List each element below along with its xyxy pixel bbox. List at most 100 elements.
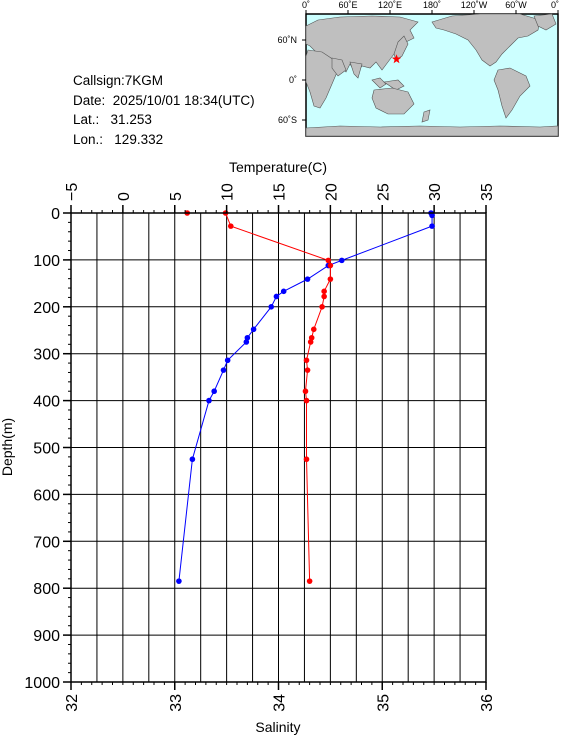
land-greenland bbox=[533, 13, 557, 31]
map-lon-label: 0˚ bbox=[302, 0, 310, 10]
temperature-tick-label: 0 bbox=[116, 192, 133, 201]
map-lon-label: 120˚E bbox=[378, 0, 402, 10]
land-new-zealand bbox=[421, 109, 431, 123]
temperature-line bbox=[178, 212, 433, 582]
map-lat-label: 60˚N bbox=[277, 35, 297, 45]
salinity-tick-label: 35 bbox=[375, 694, 392, 712]
temperature-axis-title: Temperature(C) bbox=[229, 159, 327, 175]
lat-value: 31.253 bbox=[110, 112, 152, 128]
depth-tick-label: 700 bbox=[33, 534, 60, 551]
date-label: Date: bbox=[73, 92, 106, 108]
temperature-point bbox=[338, 257, 345, 264]
land-south-america bbox=[493, 67, 531, 119]
lon-label: Lon.: bbox=[73, 132, 104, 148]
map-lon-label: 0˚ bbox=[551, 0, 559, 10]
temperature-point bbox=[280, 288, 287, 295]
temperature-point bbox=[211, 388, 217, 395]
location-map: 0˚ 60˚E 120˚E 180˚ 120˚W 60˚W 0˚ 60˚N 0˚… bbox=[277, 0, 559, 137]
salinity-point bbox=[303, 357, 310, 364]
salinity-tick-label: 32 bbox=[64, 694, 81, 712]
temperature-tick-label: 10 bbox=[220, 183, 237, 201]
salinity-point bbox=[227, 223, 234, 229]
lat-label: Lat.: bbox=[73, 112, 100, 128]
depth-tick-label: 0 bbox=[51, 206, 60, 223]
salinity-point bbox=[327, 276, 334, 282]
lon-row: Lon.: 129.332 bbox=[73, 130, 255, 150]
station-marker-icon bbox=[391, 54, 402, 64]
land-arabia bbox=[331, 57, 347, 77]
temperature-tick-label: 25 bbox=[375, 183, 392, 201]
depth-tick-label: 300 bbox=[33, 347, 60, 364]
map-lon-label: 180˚ bbox=[423, 0, 441, 10]
date-value: 2025/10/01 18:34(UTC) bbox=[112, 92, 255, 108]
temperature-point bbox=[429, 212, 435, 219]
map-lat-label: 60˚S bbox=[278, 115, 297, 125]
land-india bbox=[349, 61, 363, 79]
temperature-tick-label: 30 bbox=[427, 183, 444, 201]
callsign-row: Callsign:7KGM bbox=[73, 71, 255, 91]
temperature-point bbox=[206, 397, 212, 404]
temperature-point bbox=[268, 304, 275, 310]
chart-series bbox=[176, 210, 435, 584]
map-land bbox=[305, 13, 559, 137]
depth-tick-label: 500 bbox=[33, 441, 60, 458]
salinity-axis-title: Salinity bbox=[255, 719, 300, 735]
map-lon-label: 60˚W bbox=[505, 0, 527, 10]
salinity-tick-label: 36 bbox=[479, 694, 496, 712]
salinity-point bbox=[306, 578, 313, 584]
temperature-tick-label: 15 bbox=[272, 183, 289, 201]
temperature-point bbox=[273, 293, 280, 300]
land-north-america bbox=[431, 13, 541, 67]
salinity-point bbox=[303, 397, 310, 404]
salinity-point bbox=[310, 326, 317, 333]
temperature-point bbox=[429, 223, 435, 229]
date-row: Date: 2025/10/01 18:34(UTC) bbox=[73, 91, 255, 111]
depth-tick-label: 800 bbox=[33, 581, 60, 598]
lat-row: Lat.: 31.253 bbox=[73, 110, 255, 130]
depth-tick-label: 600 bbox=[33, 487, 60, 504]
map-lon-label: 120˚W bbox=[461, 0, 488, 10]
temperature-tick-label: −5 bbox=[64, 183, 81, 201]
temperature-point bbox=[243, 339, 250, 345]
lon-value: 129.332 bbox=[114, 132, 164, 148]
temperature-point bbox=[304, 276, 311, 282]
salinity-point bbox=[321, 288, 327, 295]
temperature-tick-label: 35 bbox=[479, 183, 496, 201]
salinity-tick-label: 34 bbox=[272, 694, 289, 712]
depth-tick-label: 200 bbox=[33, 300, 60, 317]
depth-tick-label: 100 bbox=[33, 253, 60, 270]
salinity-tick-label: 33 bbox=[168, 694, 185, 712]
depth-tick-label: 400 bbox=[33, 394, 60, 411]
callsign-label: Callsign: bbox=[73, 73, 125, 88]
land-sea-islands bbox=[371, 77, 405, 91]
temperature-point bbox=[244, 334, 251, 341]
salinity-line bbox=[187, 212, 331, 582]
salinity-point bbox=[327, 262, 334, 269]
salinity-point bbox=[302, 388, 309, 395]
temperature-point bbox=[220, 367, 227, 373]
salinity-point bbox=[321, 293, 327, 300]
temperature-point bbox=[224, 357, 231, 364]
map-graticule bbox=[302, 10, 559, 121]
depth-tick-label: 1000 bbox=[24, 675, 60, 692]
temperature-point bbox=[176, 578, 182, 584]
land-antarctica bbox=[305, 125, 559, 137]
temperature-tick-label: 20 bbox=[323, 183, 340, 201]
temperature-point bbox=[250, 326, 257, 333]
station-info: Callsign:7KGM Date: 2025/10/01 18:34(UTC… bbox=[73, 71, 255, 150]
depth-axis-title: Depth(m) bbox=[0, 418, 15, 476]
temperature-point bbox=[189, 456, 196, 463]
land-australia bbox=[371, 87, 415, 115]
salinity-point bbox=[303, 456, 310, 463]
salinity-point bbox=[319, 304, 325, 310]
callsign-value: 7KGM bbox=[124, 73, 164, 88]
salinity-point bbox=[307, 339, 314, 345]
depth-tick-label: 900 bbox=[33, 628, 60, 645]
salinity-point bbox=[308, 334, 315, 341]
map-lon-label: 60˚E bbox=[338, 0, 357, 10]
map-lat-label: 0˚ bbox=[289, 75, 297, 85]
temperature-tick-label: 5 bbox=[168, 192, 185, 201]
salinity-point bbox=[325, 257, 332, 264]
